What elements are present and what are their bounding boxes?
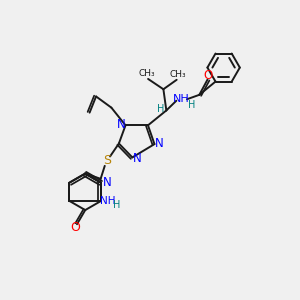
Text: N: N — [117, 118, 126, 130]
Text: H: H — [113, 200, 120, 210]
Text: H: H — [188, 100, 196, 110]
Text: O: O — [70, 221, 80, 234]
Text: CH₃: CH₃ — [170, 70, 186, 79]
Text: CH₃: CH₃ — [138, 69, 155, 78]
Text: N: N — [103, 176, 111, 189]
Text: O: O — [203, 70, 212, 83]
Text: S: S — [103, 154, 111, 167]
Text: N: N — [155, 137, 164, 150]
Text: H: H — [158, 104, 165, 114]
Text: N: N — [133, 152, 141, 165]
Text: NH: NH — [100, 196, 115, 206]
Text: NH: NH — [173, 94, 190, 104]
